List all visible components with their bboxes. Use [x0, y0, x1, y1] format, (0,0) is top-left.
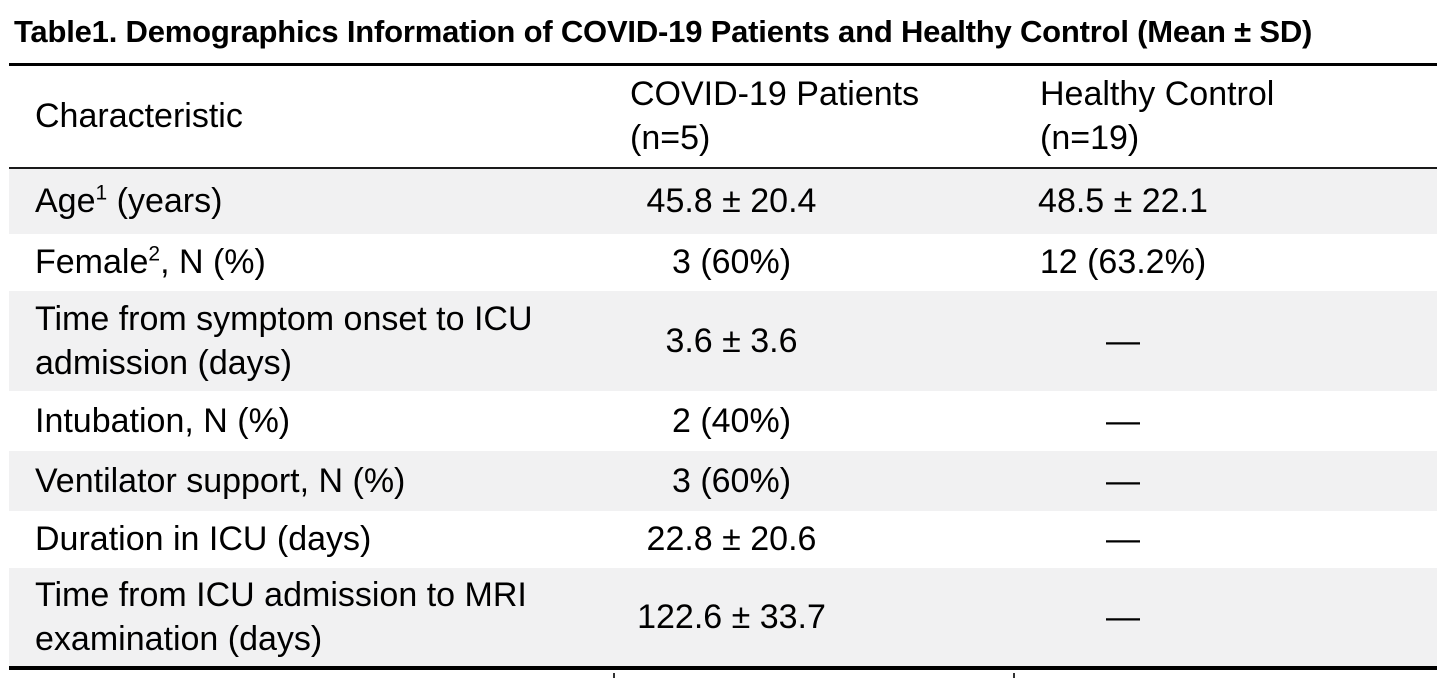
header-row: Characteristic COVID-19 Patients (n=5) H…: [9, 64, 1437, 169]
table-row: Time from symptom onset to ICU admission…: [9, 290, 1437, 391]
footnote-marker: 1: [95, 181, 108, 205]
table-row: Intubation, N (%) 2 (40%) —: [9, 391, 1437, 451]
characteristic-cell: Age1 (years): [9, 168, 614, 234]
column-header-line2: (n=19): [1040, 119, 1140, 158]
characteristic-cell: Time from ICU admission to MRI examinati…: [9, 568, 614, 668]
row-label: Age: [35, 182, 96, 220]
healthy-value-cell: —: [1106, 321, 1140, 360]
column-border-tick: [1013, 673, 1015, 678]
covid-value-cell: 3 (60%): [671, 243, 792, 281]
healthy-value-cell: 12 (63.2%): [1039, 243, 1207, 281]
footnote-marker: 2: [148, 242, 161, 266]
healthy-value-cell: —: [1106, 520, 1140, 558]
characteristic-cell: Female2, N (%): [9, 234, 614, 291]
characteristic-cell: Ventilator support, N (%): [9, 451, 614, 511]
row-label: Time from symptom onset to ICU admission…: [35, 299, 533, 382]
table-row: Female2, N (%) 3 (60%) 12 (63.2%): [9, 234, 1437, 291]
healthy-value-cell: 48.5 ± 22.1: [1038, 182, 1208, 220]
table-body: Age1 (years) 45.8 ± 20.4 48.5 ± 22.1 Fem…: [9, 167, 1437, 668]
table-row: Duration in ICU (days) 22.8 ± 20.6 —: [9, 511, 1437, 568]
covid-value-cell: 2 (40%): [671, 401, 792, 440]
row-label-suffix: , N (%): [160, 243, 266, 281]
column-header-line1: COVID-19 Patients: [630, 75, 920, 114]
demographics-table: Characteristic COVID-19 Patients (n=5) H…: [9, 63, 1437, 670]
covid-value-cell: 45.8 ± 20.4: [646, 182, 817, 220]
table-row: Age1 (years) 45.8 ± 20.4 48.5 ± 22.1: [9, 167, 1437, 234]
healthy-value-cell: —: [1106, 401, 1140, 440]
characteristic-cell: Time from symptom onset to ICU admission…: [9, 291, 614, 391]
table-row: Ventilator support, N (%) 3 (60%) —: [9, 450, 1437, 511]
row-label-suffix: (years): [107, 182, 223, 220]
column-border-tick: [613, 673, 615, 678]
row-label: Female: [35, 243, 149, 281]
row-label: Ventilator support, N (%): [35, 461, 406, 500]
characteristic-cell: Duration in ICU (days): [9, 511, 614, 568]
table-title: Table1. Demographics Information of COVI…: [14, 13, 1313, 49]
column-header-label: Characteristic: [35, 97, 243, 136]
table-header: Characteristic COVID-19 Patients (n=5) H…: [9, 64, 1437, 169]
healthy-value-cell: —: [1106, 461, 1140, 500]
row-label: Time from ICU admission to MRI examinati…: [35, 575, 527, 658]
column-header-characteristic: Characteristic: [9, 64, 614, 169]
characteristic-cell: Intubation, N (%): [9, 391, 614, 451]
column-header-healthy-control: Healthy Control (n=19): [1014, 64, 1437, 169]
column-header-covid-patients: COVID-19 Patients (n=5): [614, 64, 1014, 169]
column-header-line2: (n=5): [630, 119, 711, 158]
table-row: Time from ICU admission to MRI examinati…: [9, 567, 1437, 668]
column-header-line1: Healthy Control: [1040, 75, 1275, 114]
row-label: Duration in ICU (days): [35, 520, 372, 558]
covid-value-cell: 22.8 ± 20.6: [646, 520, 817, 558]
row-label: Intubation, N (%): [35, 401, 291, 440]
covid-value-cell: 3 (60%): [671, 461, 792, 500]
healthy-value-cell: —: [1106, 597, 1140, 636]
covid-value-cell: 122.6 ± 33.7: [637, 597, 826, 636]
covid-value-cell: 3.6 ± 3.6: [665, 321, 798, 360]
